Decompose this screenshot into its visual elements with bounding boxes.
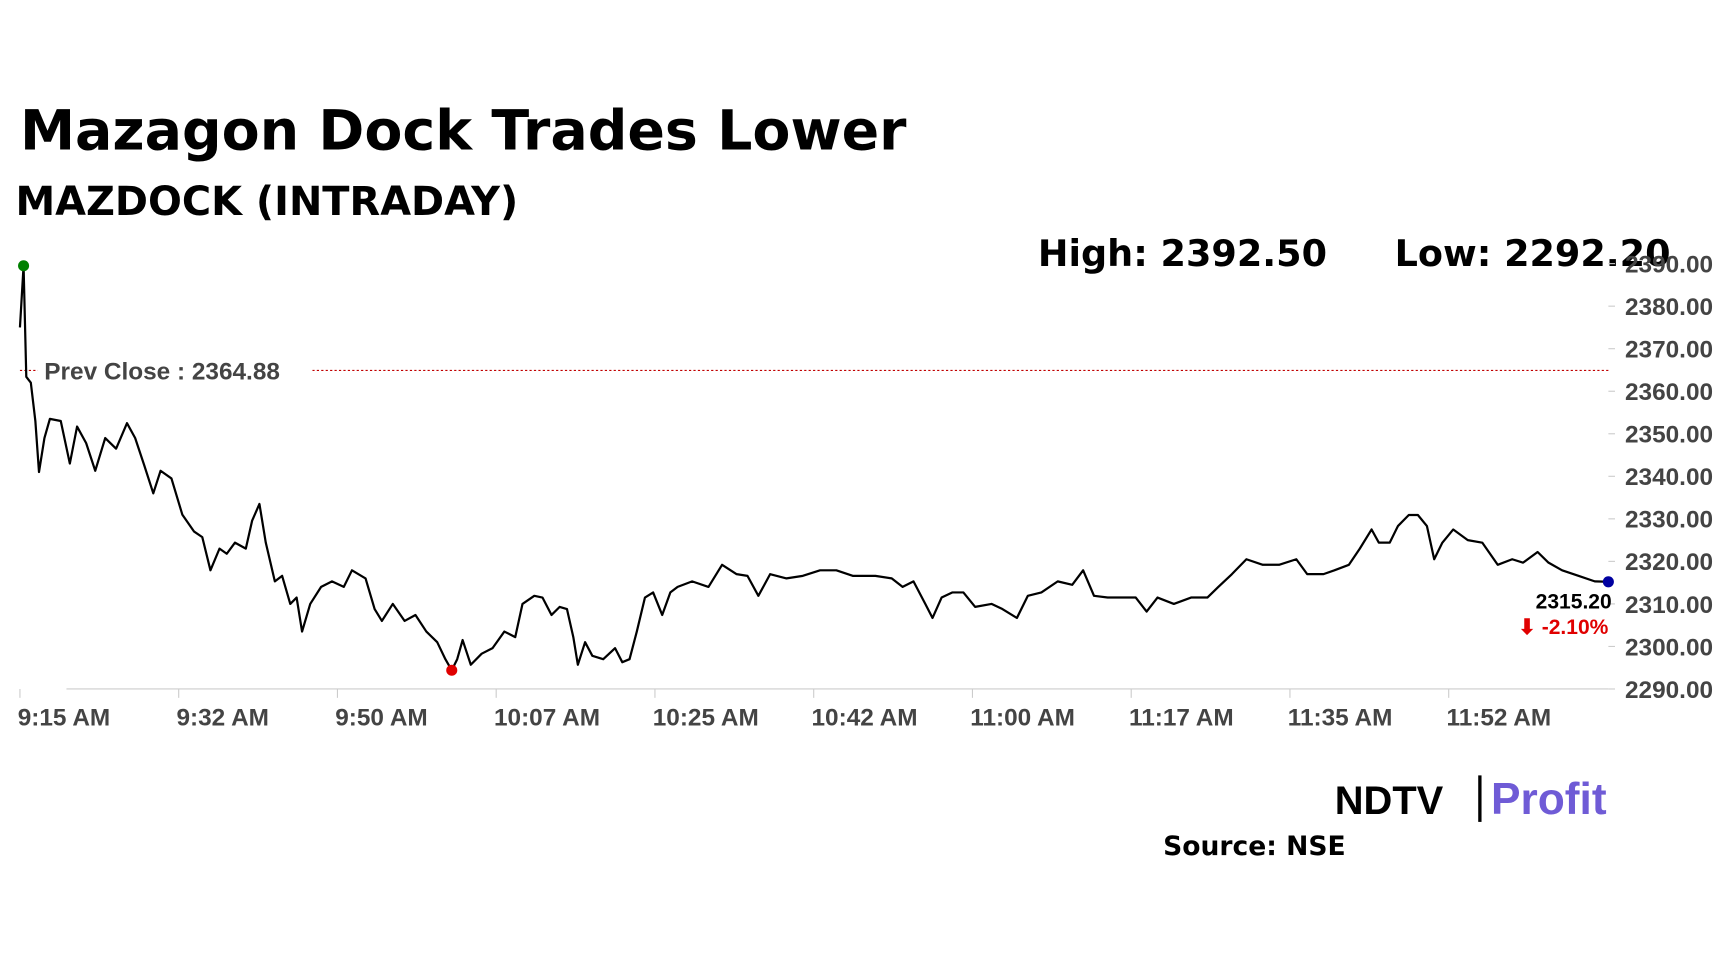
x-tick-label: 11:17 AM [1129, 705, 1234, 732]
y-tick-label: 2360.00 [1625, 379, 1713, 406]
source: Source: NSE [1163, 831, 1346, 862]
chart-subtitle: MAZDOCK (INTRADAY) [16, 179, 519, 225]
prev-close-label: Prev Close : 2364.88 [44, 358, 280, 385]
y-tick-label: 2290.00 [1625, 677, 1713, 704]
change-label: ⬇ -2.10% [1518, 616, 1608, 639]
x-tick-label: 11:52 AM [1446, 705, 1551, 732]
y-tick-label: 2340.00 [1625, 464, 1713, 491]
low-marker [446, 664, 458, 676]
x-tick-label: 9:32 AM [176, 705, 269, 732]
prev-close-bg [37, 354, 313, 386]
x-tick-label: 10:42 AM [811, 705, 917, 732]
price-line [18, 264, 1609, 672]
y-tick-label: 2300.00 [1625, 634, 1713, 661]
x-tick-label: 11:00 AM [970, 705, 1075, 732]
x-tick-label: 9:15 AM [18, 705, 111, 732]
chart-title: Mazagon Dock Trades Lower [20, 100, 907, 164]
logo-left: NDTV [1335, 779, 1444, 823]
high-marker [18, 260, 30, 272]
logo-right: Profit [1491, 775, 1607, 824]
x-tick-label: 10:07 AM [494, 705, 600, 732]
y-tick-label: 2330.00 [1625, 507, 1713, 534]
y-tick-label: 2370.00 [1625, 337, 1713, 364]
last-value-label: 2315.20 [1536, 590, 1612, 613]
high-label: High: 2392.50 [1038, 232, 1327, 275]
y-tick-label: 2320.00 [1625, 549, 1713, 576]
y-tick-label: 2390.00 [1625, 251, 1713, 278]
x-tick-label: 9:50 AM [335, 705, 428, 732]
x-tick-label: 11:35 AM [1288, 705, 1393, 732]
low-label: Low: 2292.20 [1395, 232, 1671, 275]
y-tick-label: 2350.00 [1625, 422, 1713, 449]
last-marker [1602, 576, 1614, 588]
x-tick-label: 10:25 AM [653, 705, 759, 732]
y-tick-label: 2310.00 [1625, 592, 1713, 619]
y-tick-label: 2380.00 [1625, 294, 1713, 321]
